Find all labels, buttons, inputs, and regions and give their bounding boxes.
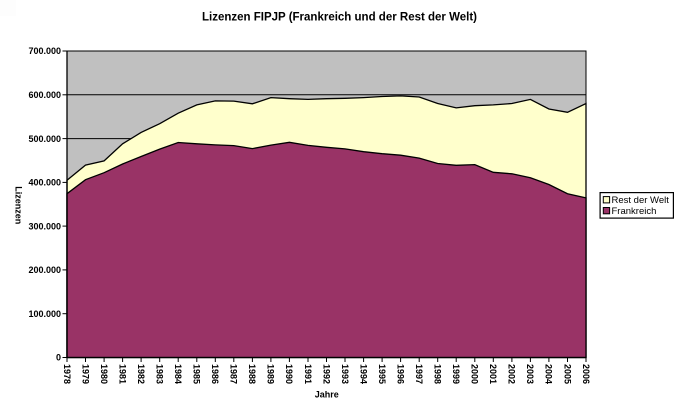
svg-text:1978: 1978: [62, 364, 72, 384]
svg-text:1986: 1986: [210, 364, 220, 384]
svg-text:1980: 1980: [99, 364, 109, 384]
svg-text:2003: 2003: [525, 364, 535, 384]
svg-text:2005: 2005: [562, 364, 572, 384]
svg-text:1981: 1981: [117, 364, 127, 384]
svg-text:1997: 1997: [414, 364, 424, 384]
svg-text:Rest der Welt: Rest der Welt: [612, 195, 670, 206]
svg-text:2002: 2002: [507, 364, 517, 384]
svg-text:200.000: 200.000: [28, 265, 61, 275]
svg-text:2004: 2004: [544, 364, 554, 384]
svg-text:1995: 1995: [377, 364, 387, 384]
svg-text:1979: 1979: [80, 364, 90, 384]
svg-text:1992: 1992: [321, 364, 331, 384]
svg-text:1993: 1993: [340, 364, 350, 384]
svg-text:2001: 2001: [488, 364, 498, 384]
svg-text:1988: 1988: [247, 364, 257, 384]
svg-text:1985: 1985: [192, 364, 202, 384]
svg-text:Lizenzen FIPJP (Frankreich und: Lizenzen FIPJP (Frankreich und der Rest …: [202, 12, 477, 24]
svg-text:2006: 2006: [581, 364, 591, 384]
svg-text:Frankreich: Frankreich: [612, 206, 657, 217]
svg-text:2000: 2000: [470, 364, 480, 384]
svg-text:500.000: 500.000: [28, 134, 61, 144]
svg-text:1982: 1982: [136, 364, 146, 384]
svg-text:100.000: 100.000: [28, 309, 61, 319]
svg-text:1994: 1994: [358, 364, 368, 384]
svg-text:1996: 1996: [395, 364, 405, 384]
svg-text:400.000: 400.000: [28, 178, 61, 188]
svg-text:1987: 1987: [229, 364, 239, 384]
svg-text:1999: 1999: [451, 364, 461, 384]
svg-text:600.000: 600.000: [28, 90, 61, 100]
svg-text:1998: 1998: [433, 364, 443, 384]
svg-text:Lizenzen: Lizenzen: [14, 186, 24, 224]
svg-text:Jahre: Jahre: [315, 389, 339, 399]
svg-text:1983: 1983: [154, 364, 164, 384]
svg-text:1991: 1991: [303, 364, 313, 384]
svg-text:0: 0: [56, 353, 61, 363]
svg-text:1989: 1989: [266, 364, 276, 384]
svg-text:1990: 1990: [284, 364, 294, 384]
svg-text:700.000: 700.000: [28, 46, 61, 56]
svg-text:300.000: 300.000: [28, 221, 61, 231]
svg-text:1984: 1984: [173, 364, 183, 384]
